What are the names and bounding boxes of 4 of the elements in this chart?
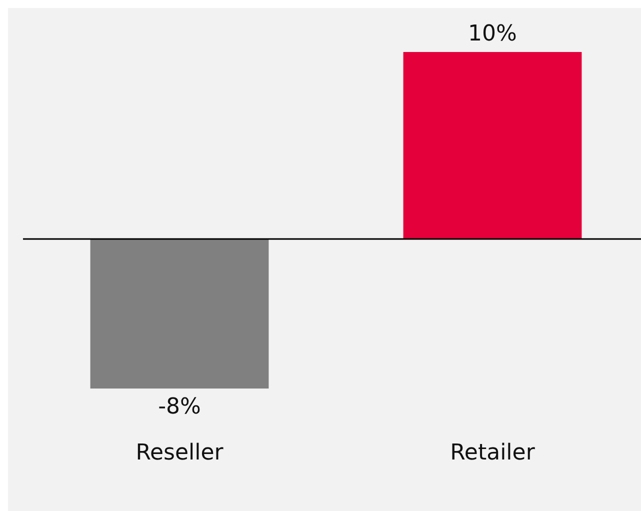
data-label: 10% xyxy=(468,22,517,47)
x-tick-label: Reseller xyxy=(136,440,224,466)
x-tick-label: Retailer xyxy=(450,440,536,466)
data-label: -8% xyxy=(158,394,201,420)
